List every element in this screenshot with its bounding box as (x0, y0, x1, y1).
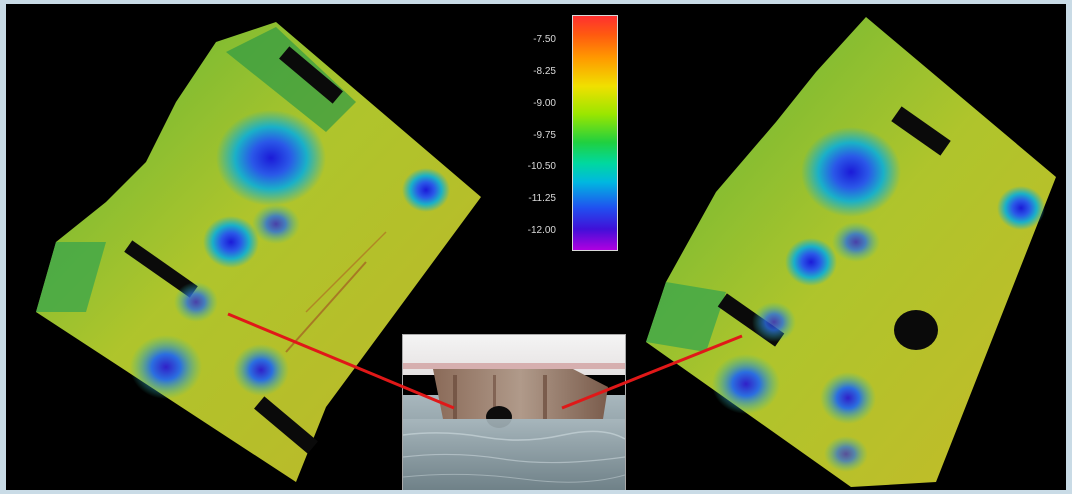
right-connector-line (561, 334, 743, 410)
pier-photo (402, 334, 626, 490)
left-bathymetry-scan (36, 22, 481, 482)
colorbar-tick-label: -10.50 (527, 161, 556, 172)
right-bathymetry-scan (646, 17, 1056, 487)
left-connector-line (227, 312, 455, 410)
colorbar-tick-label: -9.00 (533, 98, 556, 109)
colorbar-tick-label: -12.00 (527, 225, 556, 236)
connector-lines (227, 312, 743, 410)
colorbar-tick-label: -11.25 (528, 193, 556, 204)
colorbar-tick-label: -8.25 (533, 66, 556, 77)
image-frame: -7.50 -8.25 -9.00 -9.75 -10.50 -11.25 -1… (6, 4, 1066, 490)
colorbar-tick-label: -9.75 (533, 130, 556, 141)
colorbar-tick-label: -7.50 (533, 34, 556, 45)
depth-colorbar (572, 15, 618, 251)
